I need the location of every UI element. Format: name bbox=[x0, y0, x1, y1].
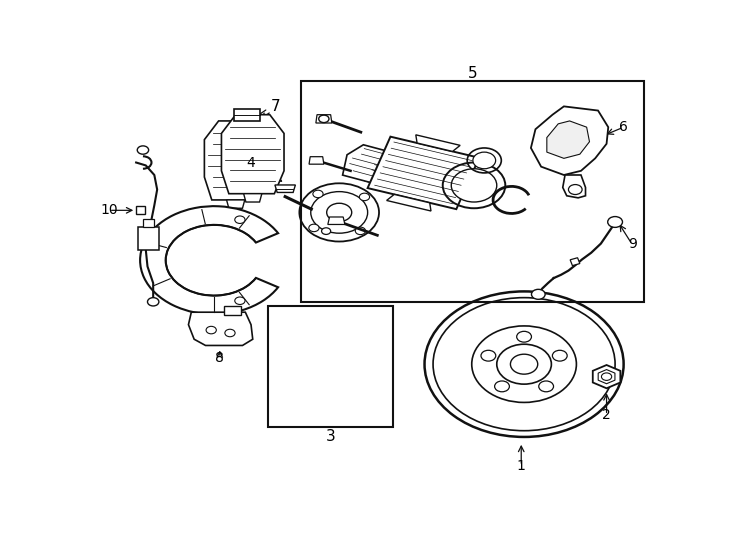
Wedge shape bbox=[140, 206, 278, 314]
Circle shape bbox=[553, 350, 567, 361]
Text: 8: 8 bbox=[215, 351, 224, 365]
Polygon shape bbox=[531, 106, 608, 175]
Circle shape bbox=[327, 203, 352, 221]
Polygon shape bbox=[593, 365, 620, 388]
Polygon shape bbox=[366, 152, 417, 191]
Polygon shape bbox=[598, 369, 615, 384]
Circle shape bbox=[206, 326, 217, 334]
Polygon shape bbox=[316, 114, 332, 123]
Circle shape bbox=[309, 224, 319, 232]
Polygon shape bbox=[275, 185, 295, 192]
Bar bbox=[234, 109, 260, 121]
Bar bbox=[143, 219, 154, 227]
Circle shape bbox=[443, 163, 505, 208]
Circle shape bbox=[467, 148, 501, 173]
Polygon shape bbox=[387, 194, 431, 211]
Circle shape bbox=[539, 381, 553, 392]
Circle shape bbox=[517, 332, 531, 342]
Circle shape bbox=[137, 146, 148, 154]
Circle shape bbox=[235, 216, 245, 224]
Text: 10: 10 bbox=[100, 204, 117, 217]
Circle shape bbox=[481, 350, 495, 361]
Text: 2: 2 bbox=[602, 408, 611, 422]
Bar bbox=[136, 206, 145, 214]
Bar bbox=[139, 227, 159, 250]
Bar bbox=[225, 306, 241, 315]
Text: 7: 7 bbox=[271, 99, 280, 114]
Circle shape bbox=[360, 193, 370, 201]
Polygon shape bbox=[563, 175, 586, 198]
Text: 4: 4 bbox=[247, 157, 255, 170]
Text: 9: 9 bbox=[628, 238, 636, 252]
Text: 3: 3 bbox=[326, 429, 335, 444]
Circle shape bbox=[451, 168, 497, 202]
Circle shape bbox=[568, 185, 582, 194]
Circle shape bbox=[299, 183, 379, 241]
Circle shape bbox=[495, 381, 509, 392]
Circle shape bbox=[433, 298, 615, 431]
Circle shape bbox=[148, 298, 159, 306]
Bar bbox=[268, 306, 393, 427]
Circle shape bbox=[225, 329, 235, 337]
Polygon shape bbox=[343, 145, 397, 186]
Circle shape bbox=[424, 292, 624, 437]
Circle shape bbox=[473, 152, 495, 168]
Polygon shape bbox=[309, 157, 324, 164]
Polygon shape bbox=[368, 137, 479, 209]
Polygon shape bbox=[222, 114, 284, 194]
Circle shape bbox=[310, 192, 368, 233]
Circle shape bbox=[531, 289, 545, 299]
Text: 1: 1 bbox=[517, 459, 526, 473]
Polygon shape bbox=[189, 312, 252, 346]
Circle shape bbox=[313, 190, 323, 198]
Polygon shape bbox=[227, 200, 244, 208]
Polygon shape bbox=[570, 258, 580, 266]
Circle shape bbox=[319, 115, 329, 123]
Circle shape bbox=[321, 228, 330, 234]
Bar bbox=[301, 82, 644, 302]
Circle shape bbox=[355, 227, 366, 234]
Polygon shape bbox=[547, 121, 589, 158]
Circle shape bbox=[235, 297, 245, 305]
Polygon shape bbox=[204, 121, 267, 200]
Polygon shape bbox=[415, 135, 460, 151]
Text: 5: 5 bbox=[468, 66, 477, 80]
Circle shape bbox=[472, 326, 576, 402]
Circle shape bbox=[608, 217, 622, 227]
Polygon shape bbox=[328, 217, 345, 225]
Text: 6: 6 bbox=[619, 120, 628, 134]
Circle shape bbox=[510, 354, 538, 374]
Polygon shape bbox=[244, 194, 262, 202]
Circle shape bbox=[601, 373, 611, 380]
Circle shape bbox=[497, 344, 551, 384]
